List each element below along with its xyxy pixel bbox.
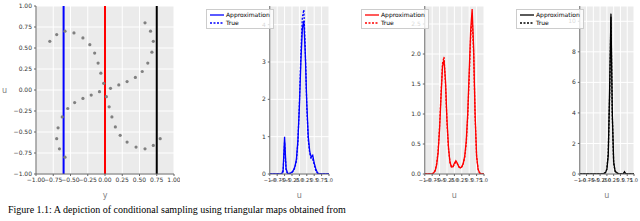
svg-text:1.00: 1.00: [167, 176, 180, 183]
html-text:Approximation: Approximation: [226, 11, 270, 18]
svg-text:0.25: 0.25: [116, 176, 130, 183]
svg-text:u: u: [452, 191, 457, 200]
svg-text:−0.25: −0.25: [439, 176, 455, 183]
svg-text:1.5: 1.5: [411, 80, 421, 87]
svg-text:0.25: 0.25: [301, 176, 313, 183]
svg-text:−0.75: −0.75: [14, 149, 33, 156]
svg-text:1.0: 1.0: [630, 177, 632, 183]
svg-text:2: 2: [262, 95, 266, 102]
svg-text:0: 0: [262, 170, 266, 177]
svg-text:0.0: 0.0: [411, 170, 421, 177]
svg-text:u: u: [604, 191, 609, 200]
svg-text:10: 10: [568, 17, 576, 24]
svg-text:1: 1: [262, 133, 266, 140]
html-text:Approximation: Approximation: [381, 11, 425, 18]
svg-text:0.0: 0.0: [450, 176, 459, 183]
svg-text:0.50: 0.50: [19, 44, 33, 51]
svg-text:0.50: 0.50: [133, 176, 147, 183]
svg-text:−0.75: −0.75: [44, 176, 63, 183]
svg-text:−0.25: −0.25: [14, 107, 33, 114]
svg-text:6: 6: [572, 78, 576, 85]
svg-text:0.00: 0.00: [98, 176, 112, 183]
svg-text:0.5: 0.5: [310, 176, 319, 183]
html-text:True: True: [536, 19, 549, 26]
svg-text:0.25: 0.25: [19, 65, 33, 72]
svg-text:−1.00: −1.00: [14, 170, 33, 177]
svg-text:1.0: 1.0: [325, 177, 333, 183]
svg-text:2.0: 2.0: [411, 50, 421, 57]
svg-text:0: 0: [572, 170, 576, 177]
svg-text:1.0: 1.0: [411, 110, 421, 117]
svg-text:0.25: 0.25: [608, 176, 620, 183]
svg-text:−0.75: −0.75: [424, 176, 440, 183]
svg-text:2: 2: [572, 140, 576, 147]
svg-text:0.5: 0.5: [465, 176, 474, 183]
svg-text:−1.00: −1.00: [27, 176, 46, 183]
svg-text:1.00: 1.00: [19, 2, 33, 9]
svg-text:u: u: [297, 191, 302, 200]
svg-text:8: 8: [572, 48, 576, 55]
svg-text:0.75: 0.75: [316, 176, 328, 183]
svg-text:−0.25: −0.25: [592, 176, 608, 183]
svg-text:4: 4: [572, 109, 576, 116]
svg-text:y: y: [103, 191, 108, 200]
svg-text:0.75: 0.75: [471, 176, 483, 183]
svg-text:0.75: 0.75: [150, 176, 164, 183]
svg-text:0.5: 0.5: [411, 140, 421, 147]
svg-text:0.25: 0.25: [456, 176, 468, 183]
html-text:Figure 1.1: A depiction of con: Figure 1.1: A depiction of conditional s…: [8, 204, 346, 215]
html-text:True: True: [381, 19, 394, 26]
svg-text:0.0: 0.0: [295, 176, 304, 183]
svg-text:−0.25: −0.25: [79, 176, 98, 183]
svg-text:0.0: 0.0: [602, 176, 611, 183]
svg-text:0.5: 0.5: [616, 176, 625, 183]
svg-text:2.5: 2.5: [411, 20, 421, 27]
svg-text:−0.50: −0.50: [14, 128, 33, 135]
svg-text:−0.50: −0.50: [61, 176, 80, 183]
svg-text:1.0: 1.0: [480, 177, 488, 183]
svg-text:4: 4: [262, 21, 266, 28]
svg-text:0.00: 0.00: [19, 86, 33, 93]
html-text:True: True: [226, 19, 239, 26]
svg-text:−0.75: −0.75: [269, 176, 285, 183]
svg-text:−0.25: −0.25: [284, 176, 300, 183]
svg-text:3: 3: [262, 58, 266, 65]
html-text:Approximation: Approximation: [536, 11, 580, 18]
svg-text:0.75: 0.75: [19, 23, 33, 30]
